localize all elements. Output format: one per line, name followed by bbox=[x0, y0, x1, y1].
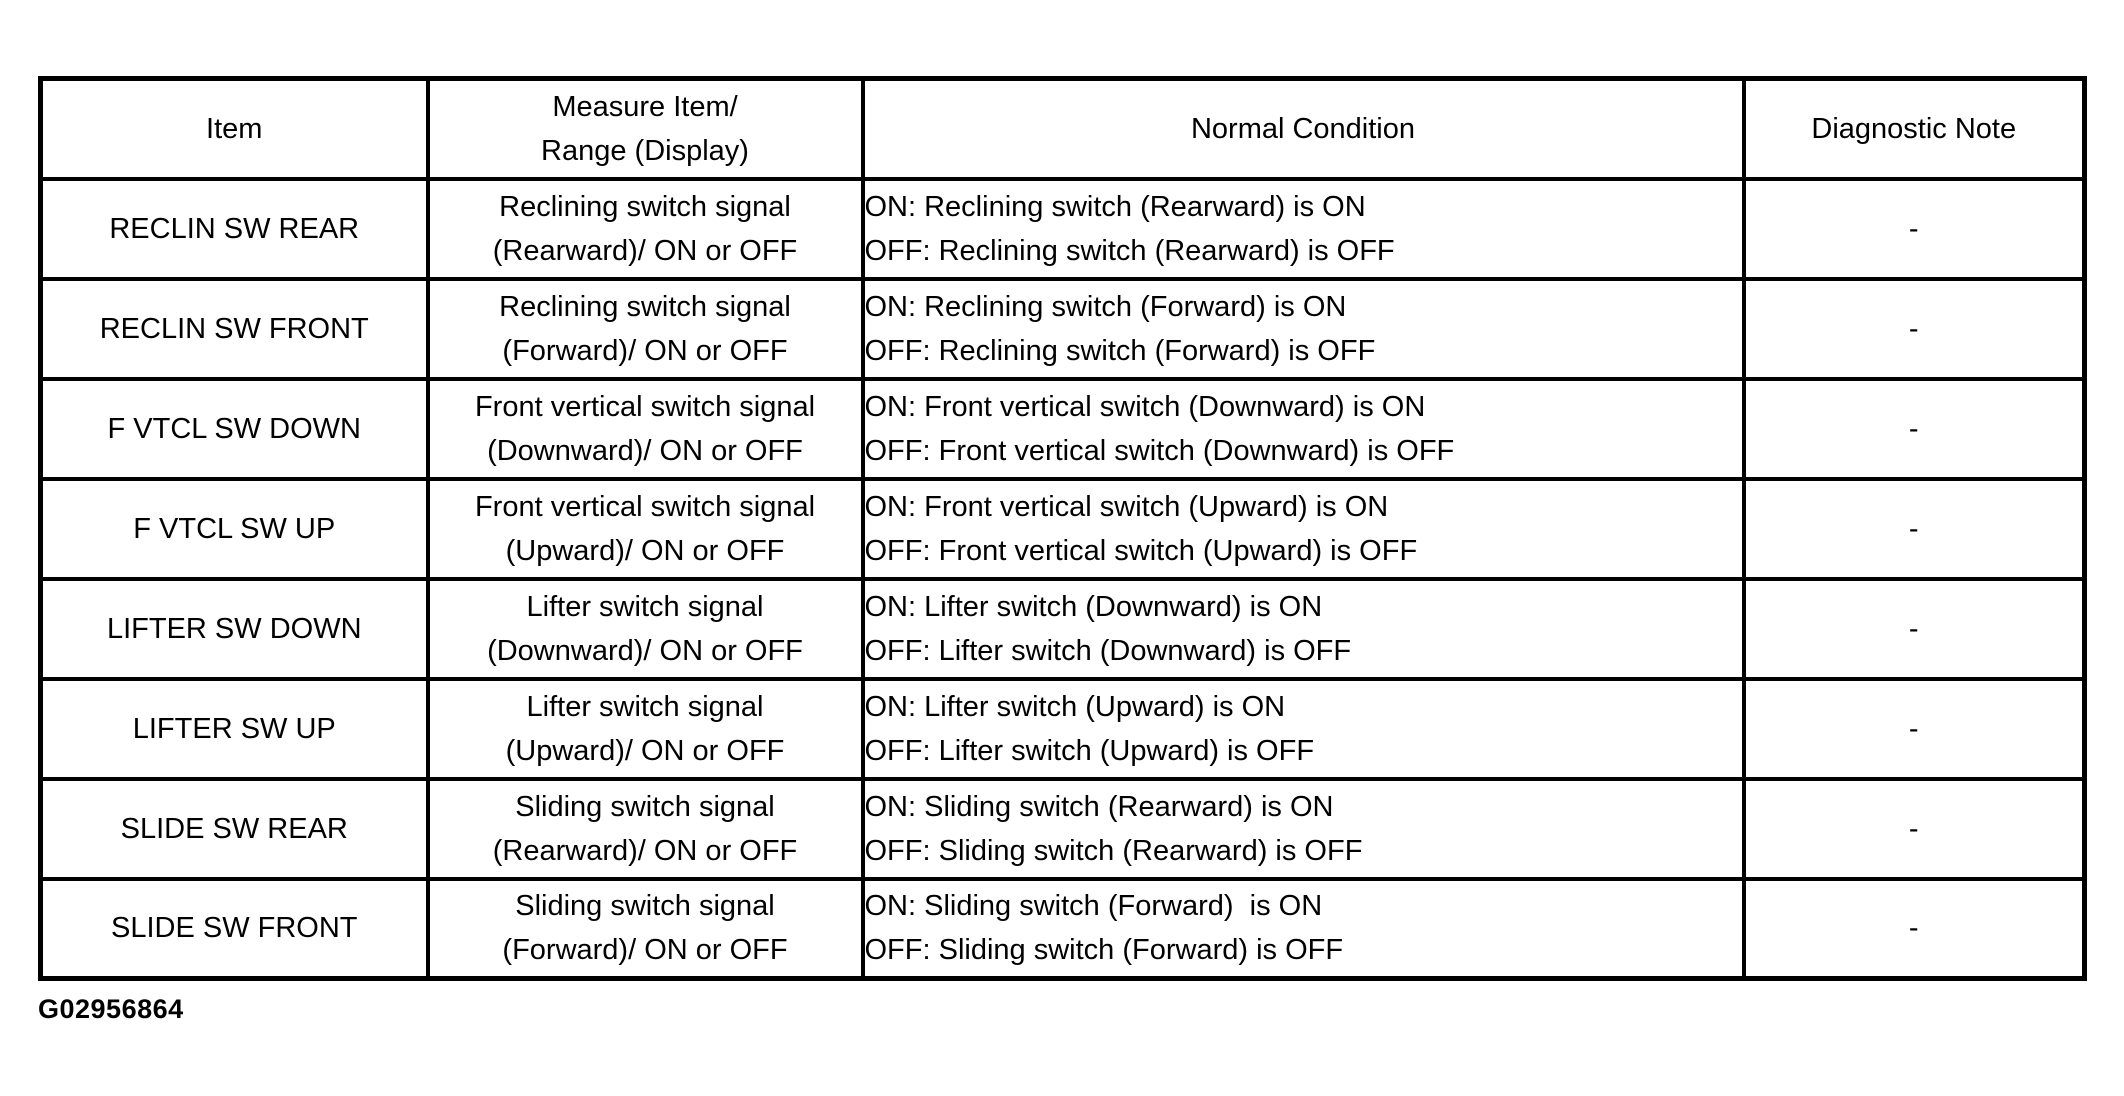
measure-item-cell: Front vertical switch signal (Upward)/ O… bbox=[425, 476, 865, 581]
table-row: LIFTER SW UP Lifter switch signal (Upwar… bbox=[38, 676, 2087, 781]
normal-condition-cell: ON: Lifter switch (Downward) is ON OFF: … bbox=[860, 576, 1746, 681]
measure-item-cell: Reclining switch signal (Rearward)/ ON o… bbox=[425, 176, 865, 281]
column-header-diagnostic-note: Diagnostic Note bbox=[1741, 76, 2087, 181]
table-header-row: Item Measure Item/ Range (Display) Norma… bbox=[38, 76, 2087, 181]
table-row: SLIDE SW REAR Sliding switch signal (Rea… bbox=[38, 776, 2087, 881]
item-cell: F VTCL SW UP bbox=[38, 476, 430, 581]
measure-item-cell: Lifter switch signal (Downward)/ ON or O… bbox=[425, 576, 865, 681]
table-row: SLIDE SW FRONT Sliding switch signal (Fo… bbox=[38, 876, 2087, 981]
normal-condition-cell: ON: Front vertical switch (Upward) is ON… bbox=[860, 476, 1746, 581]
normal-condition-cell: ON: Sliding switch (Forward) is ON OFF: … bbox=[860, 876, 1746, 981]
diagnostic-note-cell: - bbox=[1741, 276, 2087, 381]
measure-item-cell: Reclining switch signal (Forward)/ ON or… bbox=[425, 276, 865, 381]
item-cell: F VTCL SW DOWN bbox=[38, 376, 430, 481]
column-header-item: Item bbox=[38, 76, 430, 181]
column-header-normal-condition: Normal Condition bbox=[860, 76, 1746, 181]
item-cell: RECLIN SW REAR bbox=[38, 176, 430, 281]
item-cell: LIFTER SW UP bbox=[38, 676, 430, 781]
diagnostic-note-cell: - bbox=[1741, 676, 2087, 781]
figure-id-label: G02956864 bbox=[38, 994, 184, 1024]
normal-condition-cell: ON: Sliding switch (Rearward) is ON OFF:… bbox=[860, 776, 1746, 881]
table-row: RECLIN SW FRONT Reclining switch signal … bbox=[38, 276, 2087, 381]
table-row: LIFTER SW DOWN Lifter switch signal (Dow… bbox=[38, 576, 2087, 681]
table-row: F VTCL SW UP Front vertical switch signa… bbox=[38, 476, 2087, 581]
item-cell: LIFTER SW DOWN bbox=[38, 576, 430, 681]
diagnostic-note-cell: - bbox=[1741, 476, 2087, 581]
measure-item-cell: Sliding switch signal (Rearward)/ ON or … bbox=[425, 776, 865, 881]
measure-item-cell: Lifter switch signal (Upward)/ ON or OFF bbox=[425, 676, 865, 781]
diagnostic-note-cell: - bbox=[1741, 876, 2087, 981]
normal-condition-cell: ON: Reclining switch (Rearward) is ON OF… bbox=[860, 176, 1746, 281]
item-cell: SLIDE SW FRONT bbox=[38, 876, 430, 981]
table-row: F VTCL SW DOWN Front vertical switch sig… bbox=[38, 376, 2087, 481]
normal-condition-cell: ON: Lifter switch (Upward) is ON OFF: Li… bbox=[860, 676, 1746, 781]
table-row: RECLIN SW REAR Reclining switch signal (… bbox=[38, 176, 2087, 281]
diagnostic-data-table: Item Measure Item/ Range (Display) Norma… bbox=[38, 76, 2087, 981]
measure-item-cell: Sliding switch signal (Forward)/ ON or O… bbox=[425, 876, 865, 981]
column-header-measure-item-range: Measure Item/ Range (Display) bbox=[425, 76, 865, 181]
measure-item-cell: Front vertical switch signal (Downward)/… bbox=[425, 376, 865, 481]
normal-condition-cell: ON: Reclining switch (Forward) is ON OFF… bbox=[860, 276, 1746, 381]
diagnostic-note-cell: - bbox=[1741, 576, 2087, 681]
item-cell: RECLIN SW FRONT bbox=[38, 276, 430, 381]
diagnostic-note-cell: - bbox=[1741, 176, 2087, 281]
normal-condition-cell: ON: Front vertical switch (Downward) is … bbox=[860, 376, 1746, 481]
diagnostic-note-cell: - bbox=[1741, 376, 2087, 481]
diagnostic-note-cell: - bbox=[1741, 776, 2087, 881]
item-cell: SLIDE SW REAR bbox=[38, 776, 430, 881]
